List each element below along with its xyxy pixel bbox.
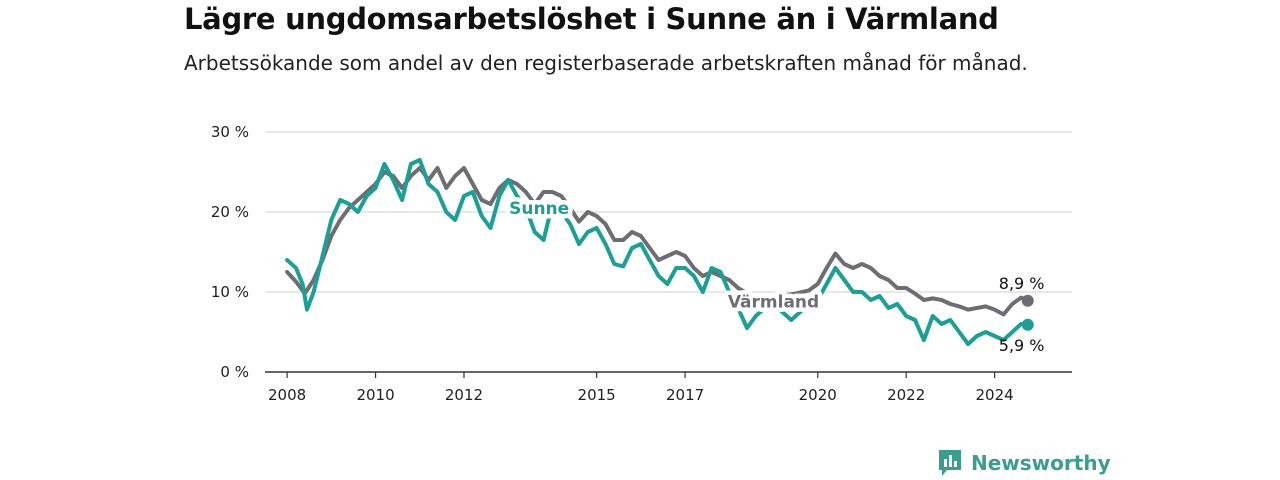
series-label-halo: Värmland xyxy=(728,293,819,313)
chart-subtitle: Arbetssökande som andel av den registerb… xyxy=(184,51,1028,75)
series-label: Sunne xyxy=(509,199,569,219)
series-end-point xyxy=(1021,318,1034,331)
brand-name: Newsworthy xyxy=(971,451,1111,475)
x-tick-label: 2008 xyxy=(268,386,306,404)
series-layer xyxy=(285,158,1034,346)
bar-chart-speech-icon xyxy=(939,450,961,476)
y-tick-label: 10 % xyxy=(211,283,249,301)
x-tick-label: 2020 xyxy=(799,386,837,404)
series-label-halo: Sunne xyxy=(509,199,569,219)
y-tick-label: 0 % xyxy=(220,363,249,381)
brand-logo: Newsworthy xyxy=(937,448,1111,478)
y-tick-label: 20 % xyxy=(211,203,249,221)
x-tick-label: 2022 xyxy=(887,386,925,404)
end-value-label: 5,9 % xyxy=(999,336,1045,355)
end-value-label: 8,9 % xyxy=(999,274,1045,293)
x-tick-label: 2010 xyxy=(356,386,394,404)
series-line-sunne xyxy=(285,158,1030,346)
series-end-point xyxy=(1021,294,1034,307)
x-tick-label: 2024 xyxy=(976,386,1014,404)
series-label: Värmland xyxy=(728,293,819,313)
x-tick-label: 2015 xyxy=(578,386,616,404)
chart-title: Lägre ungdomsarbetslöshet i Sunne än i V… xyxy=(184,2,999,36)
grid-layer: 0 % 10 % 20 % 30 % 2008 2010 2012 2015 2017 2020 2… xyxy=(211,123,1072,404)
y-tick-label: 30 % xyxy=(211,123,249,141)
line-chart: 0 % 10 % 20 % 30 % 2008 2010 2012 2015 2017 2020 2… xyxy=(211,123,1072,404)
x-tick-label: 2017 xyxy=(666,386,704,404)
x-tick-label: 2012 xyxy=(445,386,483,404)
